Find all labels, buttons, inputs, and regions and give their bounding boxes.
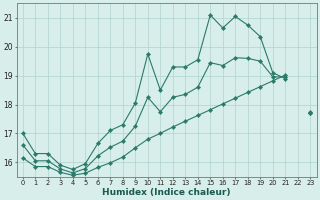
X-axis label: Humidex (Indice chaleur): Humidex (Indice chaleur) (102, 188, 231, 197)
